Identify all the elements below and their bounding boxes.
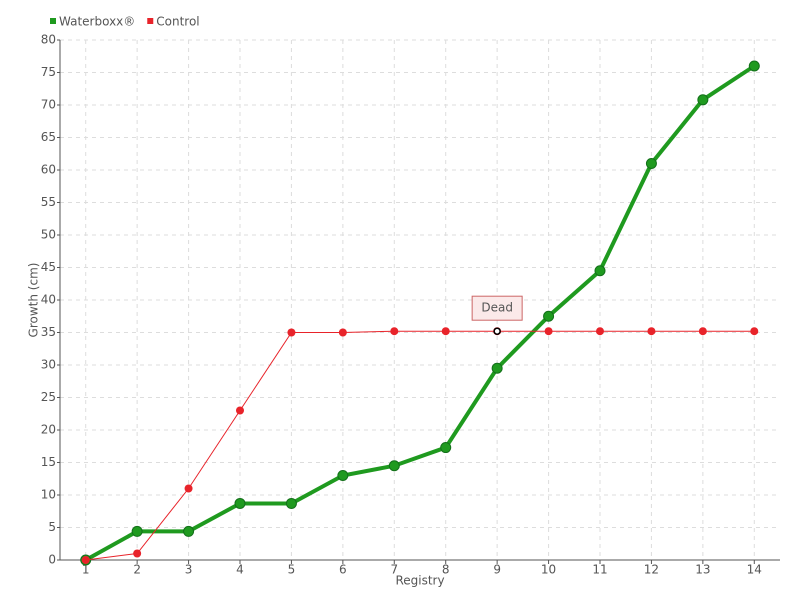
y-tick-label: 80 [41, 33, 56, 47]
point [184, 484, 193, 493]
y-tick-label: 60 [41, 163, 56, 177]
y-tick-label: 30 [41, 358, 56, 372]
x-tick-label: 14 [747, 563, 762, 577]
y-axis-label: Growth (cm) [27, 263, 41, 338]
y-tick-label: 50 [41, 228, 56, 242]
x-tick-label: 8 [442, 563, 450, 577]
x-tick-label: 7 [390, 563, 398, 577]
x-tick-label: 2 [133, 563, 141, 577]
y-tick-label: 40 [41, 293, 56, 307]
point [131, 525, 143, 537]
y-tick-label: 75 [41, 65, 56, 79]
point [81, 556, 90, 564]
point [543, 310, 555, 322]
point [544, 327, 553, 336]
point [697, 94, 709, 106]
x-tick-label: 10 [541, 563, 556, 577]
point [236, 406, 244, 415]
x-tick-label: 12 [644, 563, 659, 577]
x-tick-label: 6 [339, 563, 347, 577]
point [337, 470, 349, 481]
point [234, 497, 246, 509]
point [750, 327, 759, 336]
point [285, 497, 297, 509]
point [440, 442, 452, 454]
y-tick-label: 45 [41, 260, 56, 274]
point [133, 549, 142, 558]
point [698, 327, 707, 336]
y-tick-label: 0 [48, 553, 56, 567]
x-tick-label: 5 [288, 563, 296, 577]
y-tick-label: 15 [41, 455, 56, 469]
y-tick-label: 20 [41, 423, 56, 437]
point [338, 328, 347, 337]
y-tick-label: 35 [41, 325, 56, 339]
point [287, 328, 296, 337]
legend-swatch [147, 18, 154, 24]
legend-swatch [50, 18, 56, 24]
point [594, 265, 606, 277]
legend-label: Waterboxx® [59, 15, 135, 29]
point [645, 158, 657, 169]
y-tick-label: 5 [48, 520, 56, 534]
annotation-box [471, 295, 523, 321]
point [390, 327, 399, 336]
point [748, 60, 760, 72]
x-tick-label: 13 [695, 563, 710, 577]
annotation-marker [493, 327, 501, 335]
x-tick-label: 3 [185, 563, 193, 577]
point [441, 327, 450, 336]
x-tick-label: 1 [82, 563, 90, 577]
x-tick-label: 4 [236, 563, 244, 577]
y-tick-label: 10 [41, 488, 56, 502]
point [596, 327, 604, 336]
y-tick-label: 70 [41, 98, 56, 112]
y-tick-label: 55 [41, 195, 56, 209]
x-tick-label: 9 [493, 563, 501, 577]
y-tick-label: 65 [41, 130, 56, 144]
series-line [84, 64, 756, 562]
legend-label: Control [156, 15, 199, 29]
x-axis-label: Registry [395, 574, 444, 588]
point [647, 327, 656, 336]
point [388, 460, 400, 472]
annotation-text: Dead [481, 301, 513, 315]
x-tick-label: 11 [592, 563, 607, 577]
y-tick-label: 25 [41, 390, 56, 404]
point [491, 362, 503, 374]
series-line [85, 330, 755, 561]
point [183, 525, 195, 537]
